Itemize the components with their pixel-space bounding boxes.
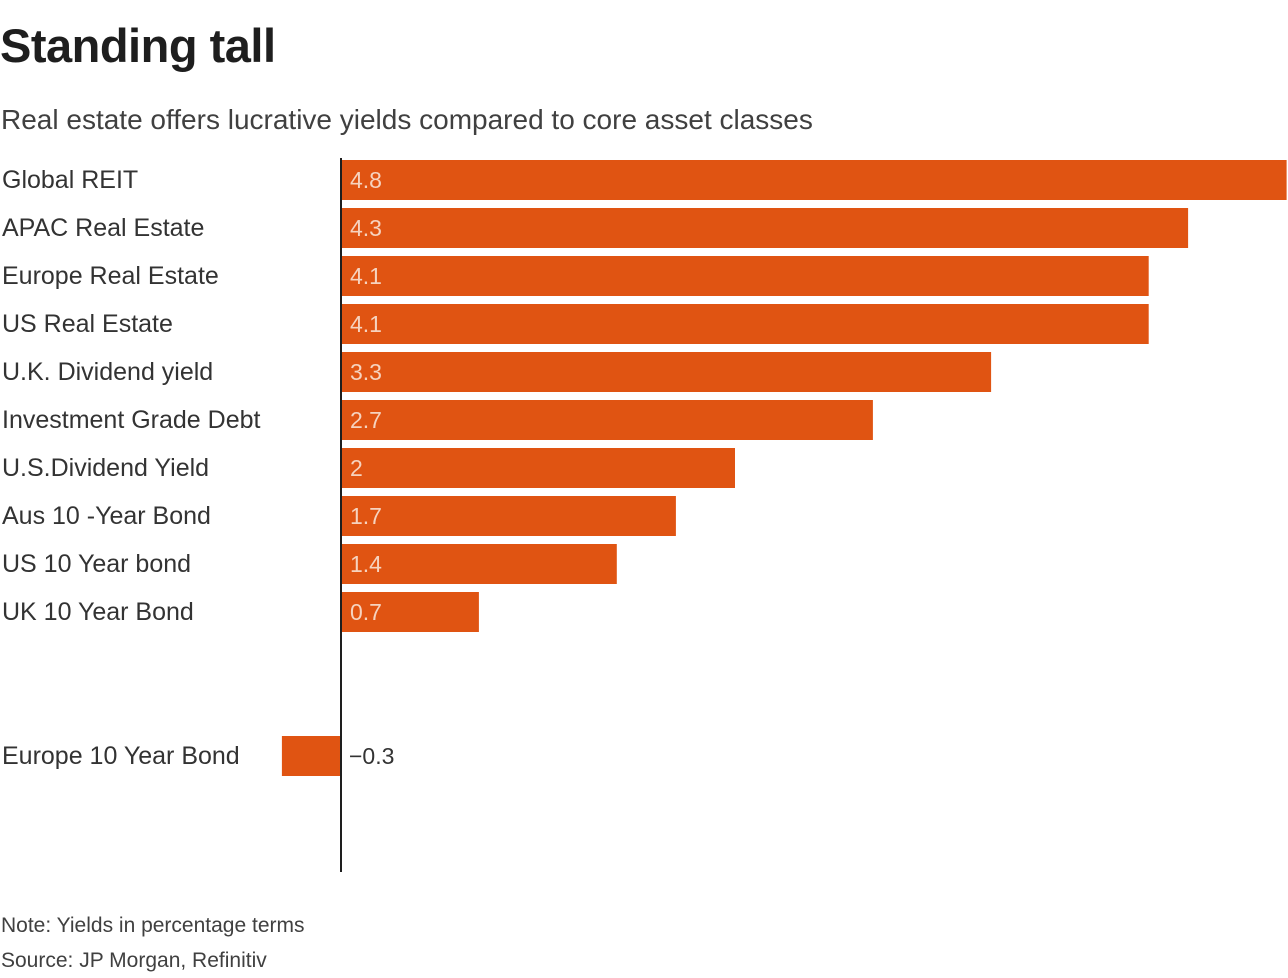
category-labels: Global REIT APAC Real Estate Europe Real E… xyxy=(2,166,261,770)
category-label-investment-grade-debt: Investment Grade Debt xyxy=(2,406,261,434)
value-label-uk-10-year-bond: 0.7 xyxy=(350,599,382,625)
value-label-us-10-year-bond: 1.4 xyxy=(350,551,382,577)
value-label-us-real-estate: 4.1 xyxy=(350,311,382,337)
bar-us-real-estate xyxy=(341,304,1149,344)
category-label-europe-10-year-bond: Europe 10 Year Bond xyxy=(2,742,240,770)
source-note: Source: JP Morgan, Refinitiv xyxy=(1,949,267,972)
bar-europe-real-estate xyxy=(341,256,1149,296)
category-label-us-real-estate: US Real Estate xyxy=(2,310,173,338)
bar-apac-real-estate xyxy=(341,208,1189,248)
bar-europe-10-year-bond xyxy=(281,736,341,776)
category-label-u-s-dividend-yield: U.S.Dividend Yield xyxy=(2,454,209,482)
bars-group xyxy=(281,160,1287,776)
bar-u-s-dividend-yield xyxy=(341,448,735,488)
bar-us-10-year-bond xyxy=(341,544,617,584)
value-label-global-reit: 4.8 xyxy=(350,167,382,193)
value-label-u-s-dividend-yield: 2 xyxy=(350,455,363,481)
category-label-apac-real-estate: APAC Real Estate xyxy=(2,214,204,242)
chart-subtitle: Real estate offers lucrative yields comp… xyxy=(1,104,813,135)
category-label-global-reit: Global REIT xyxy=(2,166,138,194)
footnote: Note: Yields in percentage terms xyxy=(1,914,305,937)
bar-u-k-dividend-yield xyxy=(341,352,992,392)
value-label-aus-10-year-bond: 1.7 xyxy=(350,503,382,529)
bar-uk-10-year-bond xyxy=(341,592,479,632)
value-label-investment-grade-debt: 2.7 xyxy=(350,407,382,433)
bar-global-reit xyxy=(341,160,1287,200)
value-labels: 4.8 4.3 4.1 4.1 3.3 2.7 2 1.7 1.4 0.7 −0.3 xyxy=(349,167,394,769)
value-label-europe-real-estate: 4.1 xyxy=(350,263,382,289)
bar-aus-10-year-bond xyxy=(341,496,676,536)
category-label-europe-real-estate: Europe Real Estate xyxy=(2,262,219,290)
value-label-europe-10-year-bond: −0.3 xyxy=(349,743,394,769)
category-label-aus-10-year-bond: Aus 10 -Year Bond xyxy=(2,502,211,530)
category-label-us-10-year-bond: US 10 Year bond xyxy=(2,550,191,578)
value-label-u-k-dividend-yield: 3.3 xyxy=(350,359,382,385)
bar-investment-grade-debt xyxy=(341,400,873,440)
value-label-apac-real-estate: 4.3 xyxy=(350,215,382,241)
category-label-u-k-dividend-yield: U.K. Dividend yield xyxy=(2,358,213,386)
chart-title: Standing tall xyxy=(0,19,276,72)
bar-chart: Global REIT APAC Real Estate Europe Real E… xyxy=(2,158,1287,872)
category-label-uk-10-year-bond: UK 10 Year Bond xyxy=(2,598,194,626)
